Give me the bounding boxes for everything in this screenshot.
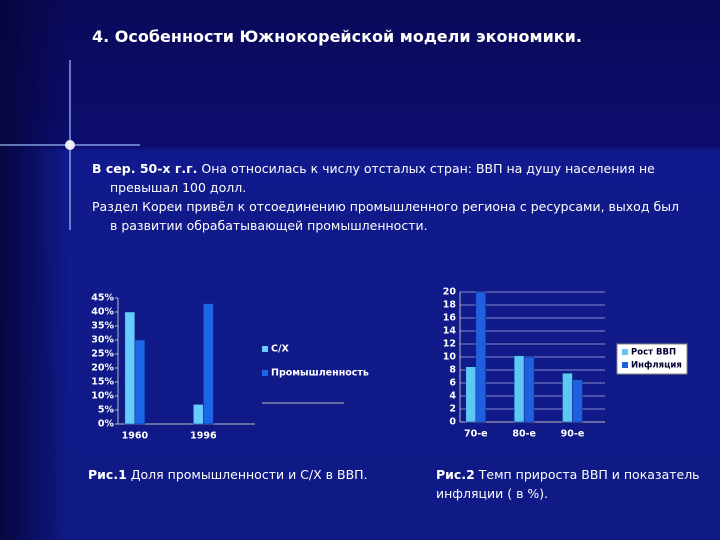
y-tick-label: 40% [91, 307, 114, 318]
bar [562, 373, 573, 423]
slide-title: 4. Особенности Южнокорейской модели экон… [92, 27, 582, 46]
caption-lead: Рис.2 [436, 467, 475, 482]
y-tick-label: 20% [91, 363, 114, 374]
x-tick-label: 80-е [512, 429, 536, 440]
paragraph: В сер. 50-х г.г. Она относилась к числу … [92, 159, 680, 197]
bar [513, 355, 525, 423]
y-tick-label: 0% [98, 419, 115, 430]
paragraph-text: Она относилась к числу отсталых стран: В… [110, 161, 655, 195]
y-tick-label: 0 [449, 417, 456, 428]
y-tick-label: 14 [443, 326, 457, 337]
y-tick-label: 4 [449, 391, 456, 402]
paragraph-lead: В сер. 50-х г.г. [92, 161, 198, 176]
caption-text: Доля промышленности и С/Х в ВВП. [130, 467, 368, 482]
caption: Рис.1 Доля промышленности и С/Х в ВВП. [88, 465, 368, 484]
legend-swatch [262, 370, 268, 376]
legend-label: С/Х [271, 344, 289, 355]
x-tick-label: 90-е [561, 429, 585, 440]
bar [475, 291, 487, 423]
paragraph: Раздел Кореи привёл к отсоединению промы… [92, 197, 680, 235]
bar [193, 404, 204, 425]
y-tick-label: 2 [449, 404, 456, 415]
bar [203, 303, 214, 425]
y-tick-label: 5% [98, 405, 115, 416]
x-tick-label: 1960 [122, 431, 149, 442]
legend-label: Рост ВВП [631, 348, 676, 358]
legend-swatch [622, 362, 628, 368]
legend-label: Инфляция [631, 361, 682, 371]
y-tick-label: 15% [91, 377, 114, 388]
y-tick-label: 30% [91, 335, 114, 346]
bar [124, 311, 136, 425]
y-tick-label: 35% [91, 321, 114, 332]
legend-box [616, 343, 688, 375]
y-tick-label: 6 [449, 378, 456, 389]
legend-swatch [262, 346, 268, 352]
bar [134, 339, 146, 425]
y-tick-label: 12 [443, 339, 456, 350]
legend-swatch [622, 349, 628, 355]
bar [465, 366, 477, 423]
y-tick-label: 45% [91, 293, 114, 304]
legend-label: Промышленность [271, 368, 369, 379]
y-tick-label: 16 [443, 313, 457, 324]
bar [572, 379, 583, 423]
bar [523, 356, 535, 423]
caption: Рис.2 Темп прироста ВВП и показатель инф… [436, 465, 706, 503]
y-tick-label: 10% [91, 391, 114, 402]
x-tick-label: 70-е [464, 429, 488, 440]
y-tick-label: 20 [443, 287, 457, 298]
x-tick-label: 1996 [190, 431, 217, 442]
y-tick-label: 10 [443, 352, 457, 363]
y-tick-label: 18 [443, 300, 457, 311]
y-tick-label: 25% [91, 349, 114, 360]
flare [0, 60, 140, 230]
y-tick-label: 8 [449, 365, 456, 376]
caption-lead: Рис.1 [88, 467, 127, 482]
caption-text: Темп прироста ВВП и показатель инфляции … [436, 467, 700, 501]
paragraph-text: Раздел Кореи привёл к отсоединению промы… [92, 199, 680, 233]
